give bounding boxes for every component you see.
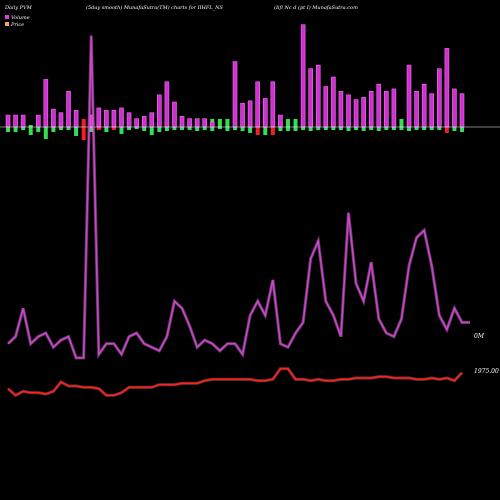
volume-bar xyxy=(421,83,427,128)
volume-bar xyxy=(414,91,419,128)
volume-bar xyxy=(202,118,208,128)
volume-bar xyxy=(172,101,177,128)
volume-bar xyxy=(391,88,397,128)
volume-line-shadow xyxy=(6,35,470,360)
volume-bar xyxy=(43,79,49,128)
volume-bar xyxy=(452,88,457,128)
flow-bar xyxy=(43,125,48,139)
legend-volume-label: Volume xyxy=(11,15,30,21)
volume-bar xyxy=(406,64,412,128)
volume-bar xyxy=(368,91,374,128)
flow-bar xyxy=(217,119,222,129)
volume-bar xyxy=(240,102,245,128)
volume-bar xyxy=(346,94,351,128)
volume-bar xyxy=(66,91,71,128)
flow-bar xyxy=(452,125,457,131)
volume-bar xyxy=(444,48,450,128)
volume-bar xyxy=(300,24,306,128)
volume-bar xyxy=(436,68,442,128)
volume-bar xyxy=(126,112,132,128)
volume-bar xyxy=(270,81,276,128)
legend-volume-swatch xyxy=(5,15,9,19)
flow-bar xyxy=(74,125,79,136)
volume-bar xyxy=(58,112,64,128)
price-line-shadow xyxy=(6,367,464,398)
volume-bar xyxy=(338,91,344,128)
volume-bar xyxy=(149,112,155,128)
volume-bar xyxy=(51,108,56,128)
chart-header-middle: (5day smooth) MunafaSutra(TM) charts for… xyxy=(86,4,224,11)
volume-bar xyxy=(210,121,215,128)
volume-bar xyxy=(5,114,11,128)
flow-bar xyxy=(81,119,86,140)
volume-bar xyxy=(384,91,389,128)
volume-bar xyxy=(459,93,465,128)
volume-bar xyxy=(96,107,102,128)
volume-bar xyxy=(119,107,124,128)
volume-bar xyxy=(232,61,238,128)
chart-header-left: Daily PVM xyxy=(4,5,33,11)
volume-bar xyxy=(308,68,313,128)
chart-header-right: (Iifl Nc d (pt I) MunafaSutra.com xyxy=(274,4,358,11)
flow-bar xyxy=(248,125,253,133)
volume-bar xyxy=(104,110,109,128)
volume-bar xyxy=(35,114,41,128)
price-end-label: 1975.00 xyxy=(474,368,499,375)
volume-end-label: 0M xyxy=(474,333,485,340)
flow-bar xyxy=(293,119,298,131)
flow-bar xyxy=(149,125,154,135)
volume-bar xyxy=(255,81,260,128)
legend-price-label: Price xyxy=(10,22,24,28)
flow-bar xyxy=(285,119,290,131)
volume-bar xyxy=(111,110,117,128)
flow-bar xyxy=(28,125,33,135)
volume-bar xyxy=(73,110,79,128)
legend-price-swatch xyxy=(5,22,9,26)
volume-bar xyxy=(331,76,336,128)
volume-bar xyxy=(13,114,18,128)
volume-bar xyxy=(134,118,139,128)
volume-bar xyxy=(179,115,185,128)
flow-bar xyxy=(119,125,124,134)
volume-bar xyxy=(20,114,26,128)
volume-bar xyxy=(429,93,435,128)
volume-bar xyxy=(278,114,283,128)
volume-bar xyxy=(187,118,192,128)
volume-bar xyxy=(323,86,329,128)
volume-bars xyxy=(5,24,465,128)
volume-line xyxy=(7,35,470,359)
price-line xyxy=(7,367,463,397)
flow-bar xyxy=(399,119,404,130)
flow-bar xyxy=(225,119,230,131)
volume-bar xyxy=(376,83,382,128)
volume-bar xyxy=(315,64,321,128)
volume-bar xyxy=(141,115,147,128)
volume-bar xyxy=(361,96,366,128)
volume-bar xyxy=(157,94,162,128)
volume-bar xyxy=(262,98,268,128)
volume-bar xyxy=(353,99,359,128)
volume-bar xyxy=(247,100,253,128)
volume-bar xyxy=(164,81,170,128)
volume-bar xyxy=(194,118,200,128)
